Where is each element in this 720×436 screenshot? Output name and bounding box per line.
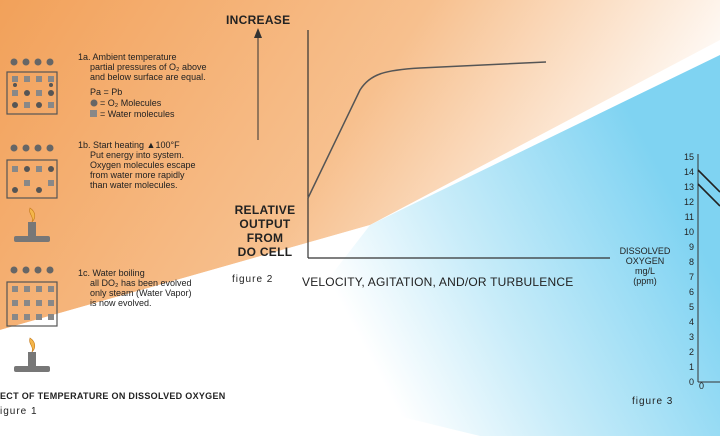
figure-3-caption: figure 3: [632, 396, 674, 407]
step-1b-line-2: Put energy into system.: [90, 150, 185, 160]
figure-3-y-tick: 15: [683, 152, 694, 162]
legend-oxygen: = O₂ Molecules: [100, 98, 162, 108]
step-1a-line-1: 1a. Ambient temperature: [78, 52, 177, 62]
figure-3-y-label-4: (ppm): [633, 276, 657, 286]
step-1b-line-1: 1b. Start heating ▲100°F: [78, 140, 180, 150]
step-1c-line-4: is now evolved.: [90, 298, 152, 308]
figure-3-y-tick: 1: [688, 362, 694, 372]
figure-2-caption: figure 2: [232, 274, 274, 285]
water-molecule-icon: [90, 110, 97, 117]
figure-2-response-curve: [307, 61, 547, 199]
figure-3-plot: [697, 154, 720, 383]
figure-2-x-label: VELOCITY, AGITATION, AND/OR TURBULENCE: [302, 275, 574, 289]
figure-1-title: ECT OF TEMPERATURE ON DISSOLVED OXYGEN: [0, 391, 226, 401]
legend-pressure: Pa = Pb: [90, 87, 123, 97]
figure-3-x-tick-0: 0: [699, 381, 705, 391]
figure-3-y-label-1: DISSOLVED: [619, 246, 671, 256]
figure-2-increase-label: INCREASE: [226, 13, 291, 27]
figure-1-caption: igure 1: [0, 406, 38, 417]
figure-3-y-tick: 13: [683, 182, 694, 192]
figure-3-y-tick: 14: [683, 167, 694, 177]
figure-3-curve-lower: [697, 183, 720, 207]
figure-3-y-tick: 7: [688, 272, 694, 282]
step-1b-line-3: Oxygen molecules escape: [90, 160, 196, 170]
figure-3-y-tick: 2: [688, 347, 694, 357]
figure-3-y-tick: 8: [688, 257, 694, 267]
figure-2-y-label-2: OUTPUT: [239, 217, 291, 231]
figure-2-plot: [254, 28, 610, 259]
figure-3-curve-upper: [697, 169, 720, 193]
beaker-1c: [6, 266, 58, 372]
step-1b-line-4: from water more rapidly: [90, 170, 185, 180]
figure-2-y-label-1: RELATIVE: [234, 203, 296, 217]
step-1a-line-2: partial pressures of O₂ above: [90, 62, 207, 72]
figure-3-y-label-2: OXYGEN: [625, 256, 665, 266]
oxygen-molecule-icon: [90, 99, 98, 107]
figure-3-y-tick: 10: [683, 227, 694, 237]
beaker-1a: [6, 58, 58, 115]
figure-3-y-tick: 6: [688, 287, 694, 297]
figure-3-y-tick: 12: [683, 197, 694, 207]
beaker-1b: [6, 144, 58, 242]
step-1b-line-5: than water molecules.: [90, 180, 178, 190]
arrow-up-icon: [254, 28, 262, 38]
figure-2-y-label-3: FROM: [246, 231, 284, 245]
step-1a-line-3: and below surface are equal.: [90, 72, 206, 82]
figure-3-y-tick: 5: [688, 302, 694, 312]
figure-3-y-tick: 9: [688, 242, 694, 252]
figure-3-y-tick: 4: [688, 317, 694, 327]
figure-3-y-tick: 3: [688, 332, 694, 342]
figure-3-y-tick: 11: [684, 212, 694, 222]
figure-3-y-label-3: mg/L: [634, 266, 655, 276]
figure-2-y-label-4: DO CELL: [237, 245, 293, 259]
figure-3-y-tick: 0: [688, 377, 694, 387]
legend-water: = Water molecules: [100, 109, 175, 119]
step-1c-line-3: only steam (Water Vapor): [90, 288, 192, 298]
step-1c-line-1: 1c. Water boiling: [78, 268, 145, 278]
step-1c-line-2: all DO₂ has been evolved: [90, 278, 192, 288]
